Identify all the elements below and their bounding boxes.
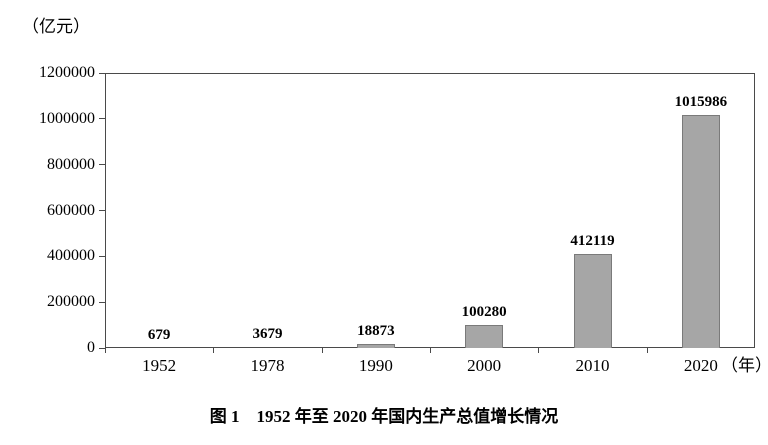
bar-value-label: 3679 [252,326,283,343]
x-tick-label: 1978 [250,356,285,375]
y-tick-label: 600000 [47,201,95,219]
y-tick-label: 800000 [47,155,95,173]
x-tick-label: 1990 [358,356,393,375]
x-axis-tick [321,348,323,353]
bar-value-label: 679 [147,326,171,343]
y-tick-label: 1000000 [39,109,95,127]
y-axis-tick [99,210,105,211]
plot-area [105,73,755,348]
y-axis-unit-label: （亿元） [22,17,90,36]
x-axis-tick [430,348,431,353]
bar [465,325,504,348]
x-tick-label: 2010 [575,356,610,375]
x-axis-tick [646,348,648,353]
y-axis-tick [99,72,105,74]
x-axis-tick [213,348,215,353]
y-tick-label: 400000 [47,247,95,265]
x-tick-label: 1952 [142,356,177,375]
y-axis-tick [99,255,105,257]
y-axis-tick [99,118,105,120]
bar-value-label: 18873 [357,322,395,339]
bar-value-label: 100280 [461,304,507,321]
x-axis-tick [538,348,540,353]
y-tick-label: 1200000 [39,64,95,81]
x-axis-unit-label: （年） [721,356,768,375]
y-tick-label: 200000 [47,293,95,311]
bar [356,343,395,348]
x-tick-label: 2000 [467,356,502,375]
x-tick-label: 2020 [683,356,718,375]
bar [681,115,720,348]
y-axis-tick [99,164,105,166]
bar [573,253,612,348]
y-axis-tick [99,301,105,303]
y-tick-label: 0 [87,339,95,356]
bar-value-label: 1015986 [674,94,728,111]
bar-value-label: 412119 [570,232,615,249]
x-axis-tick [105,348,106,353]
y-axis-tick [99,347,105,349]
chart-title: 图 1 1952 年至 2020 年国内生产总值增长情况 [209,407,559,426]
